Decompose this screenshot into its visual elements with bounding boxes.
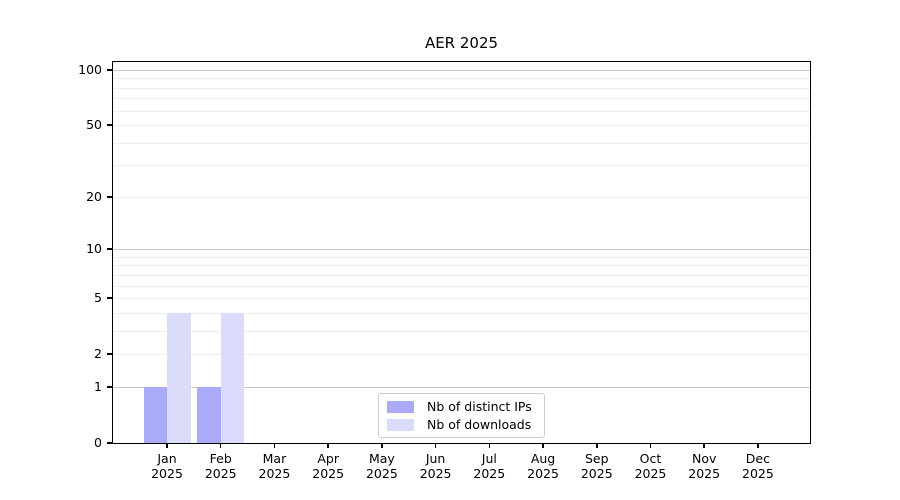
y-tick-label: 0: [94, 435, 102, 450]
x-tick-month: Jun: [425, 451, 446, 466]
y-tick-mark: [107, 386, 113, 388]
minor-gridline: [113, 196, 810, 198]
minor-gridline: [113, 110, 810, 112]
bar-downloads: [167, 312, 191, 443]
y-tick-mark: [107, 442, 113, 444]
y-tick-mark: [107, 69, 113, 71]
bar-distinct-ips: [143, 386, 167, 443]
bar-distinct-ips: [197, 386, 221, 443]
minor-gridline: [113, 274, 810, 276]
x-tick-mark: [757, 443, 759, 448]
x-tick-label: Jun 2025: [396, 451, 476, 481]
x-tick-label: Apr 2025: [288, 451, 368, 481]
x-tick-year: 2025: [527, 466, 559, 481]
legend-item-downloads: Nb of downloads: [379, 417, 544, 433]
x-tick-month: May: [368, 451, 395, 466]
x-tick-year: 2025: [365, 466, 398, 481]
major-gridline: [113, 70, 810, 71]
y-tick-label: 5: [94, 290, 102, 306]
x-tick-month: Feb: [209, 451, 232, 466]
x-tick-mark: [381, 443, 383, 448]
x-tick-label: Jul 2025: [449, 451, 529, 481]
x-tick-year: 2025: [258, 466, 291, 481]
x-tick-year: 2025: [688, 466, 721, 481]
minor-gridline: [113, 87, 810, 89]
minor-gridline: [113, 98, 810, 100]
x-tick-label: Dec 2025: [718, 451, 798, 481]
minor-gridline: [113, 354, 810, 356]
minor-gridline: [113, 165, 810, 167]
y-tick-label: 20: [86, 188, 102, 204]
legend-swatch-downloads-icon: [387, 418, 414, 431]
x-tick-label: Aug 2025: [503, 451, 583, 481]
x-tick-label: Sep 2025: [557, 451, 637, 481]
bar-downloads: [220, 312, 245, 443]
minor-gridline: [113, 256, 810, 258]
y-tick-mark: [107, 353, 113, 355]
x-tick-label: May 2025: [342, 451, 422, 481]
x-tick-year: 2025: [151, 466, 183, 481]
x-tick-mark: [434, 443, 437, 448]
x-tick-month: Oct: [639, 451, 662, 466]
x-tick-mark: [219, 443, 222, 448]
minor-gridline: [113, 312, 810, 314]
major-gridline: [113, 386, 810, 388]
x-tick-year: 2025: [419, 466, 452, 481]
x-tick-mark: [273, 443, 276, 448]
x-tick-month: Dec: [745, 451, 770, 466]
minor-gridline: [113, 78, 810, 80]
x-tick-year: 2025: [742, 466, 774, 481]
y-tick-label: 1: [94, 378, 102, 394]
x-tick-year: 2025: [580, 466, 613, 481]
x-tick-mark: [596, 443, 598, 448]
x-tick-month: Aug: [530, 451, 556, 466]
legend-label-distinct-ips: Nb of distinct IPs: [427, 399, 532, 414]
legend-item-distinct-ips: Nb of distinct IPs: [379, 399, 544, 415]
y-tick-label: 50: [86, 117, 102, 133]
plot-area: [113, 62, 810, 443]
x-tick-label: Nov 2025: [664, 451, 744, 481]
y-tick-label: 2: [94, 346, 102, 362]
x-tick-mark: [327, 443, 329, 448]
x-tick-label: Oct 2025: [610, 451, 690, 481]
y-tick-mark: [107, 196, 113, 198]
major-gridline: [113, 249, 810, 251]
minor-gridline: [113, 142, 810, 144]
legend-swatch-distinct-ips-icon: [387, 400, 414, 413]
minor-gridline: [113, 285, 810, 287]
x-tick-month: Mar: [262, 451, 287, 466]
minor-gridline: [113, 265, 810, 267]
x-tick-month: Nov: [691, 451, 717, 466]
x-tick-label: Mar 2025: [234, 451, 314, 481]
y-tick-label: 100: [78, 62, 102, 77]
minor-gridline: [113, 125, 810, 127]
chart-title: AER 2025: [424, 34, 499, 52]
y-tick-mark: [107, 297, 113, 299]
y-tick-mark: [107, 248, 113, 250]
x-tick-month: Jan: [157, 451, 177, 466]
x-tick-mark: [703, 443, 705, 448]
x-tick-year: 2025: [312, 466, 345, 481]
x-tick-year: 2025: [204, 466, 237, 481]
x-tick-month: Apr: [317, 451, 339, 466]
x-tick-year: 2025: [634, 466, 667, 481]
x-tick-year: 2025: [473, 466, 506, 481]
x-tick-mark: [166, 443, 168, 448]
y-tick-label: 10: [86, 241, 102, 257]
x-tick-mark: [649, 443, 652, 448]
legend-label-downloads: Nb of downloads: [427, 417, 532, 432]
minor-gridline: [113, 330, 810, 332]
x-tick-label: Jan 2025: [127, 451, 207, 481]
legend: Nb of distinct IPs Nb of downloads: [378, 393, 545, 438]
x-tick-month: Sep: [584, 451, 609, 466]
x-tick-mark: [542, 443, 544, 448]
y-tick-mark: [107, 124, 113, 126]
x-tick-label: Feb 2025: [181, 451, 261, 481]
x-tick-mark: [488, 443, 491, 448]
minor-gridline: [113, 298, 810, 300]
x-tick-month: Jul: [481, 451, 497, 466]
